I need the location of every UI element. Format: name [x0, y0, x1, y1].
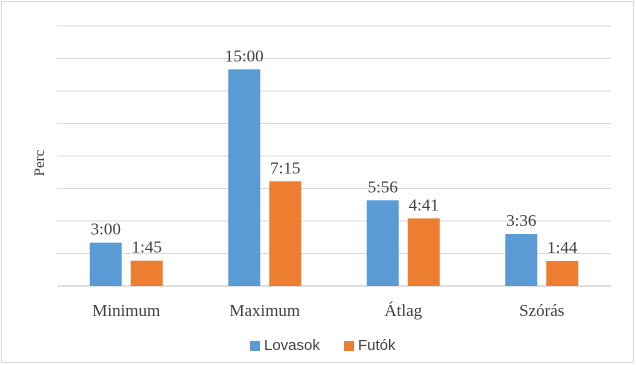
data-label: 1:44	[547, 238, 578, 257]
data-label: 5:56	[368, 177, 398, 196]
data-label: 15:00	[225, 46, 264, 65]
bar	[130, 260, 163, 286]
data-labels: 3:00 1:45 15:00 7:15 5:56 4:41 3:36 1:44	[91, 46, 578, 257]
category-label: Szórás	[519, 301, 564, 320]
bar	[269, 181, 302, 286]
legend-swatch	[344, 341, 354, 351]
bar	[407, 218, 440, 286]
bar	[89, 242, 122, 286]
data-label: 3:36	[506, 211, 536, 230]
category-labels: Minimum Maximum Átlag Szórás	[92, 301, 564, 320]
bar	[228, 69, 261, 286]
category-label: Maximum	[229, 301, 300, 320]
bars	[89, 69, 579, 286]
legend-label: Lovasok	[264, 337, 320, 354]
data-label: 7:15	[270, 158, 300, 177]
category-label: Átlag	[384, 301, 422, 320]
data-label: 1:45	[132, 238, 162, 257]
bar	[366, 200, 399, 286]
category-label: Minimum	[92, 301, 160, 320]
data-label: 3:00	[91, 220, 121, 239]
data-label: 4:41	[409, 195, 439, 214]
bar	[505, 234, 538, 286]
legend-label: Futók	[358, 337, 396, 354]
legend-swatch	[250, 341, 260, 351]
legend: Lovasok Futók	[250, 337, 396, 354]
bar	[546, 260, 579, 286]
y-axis-label: Perc	[32, 149, 48, 176]
